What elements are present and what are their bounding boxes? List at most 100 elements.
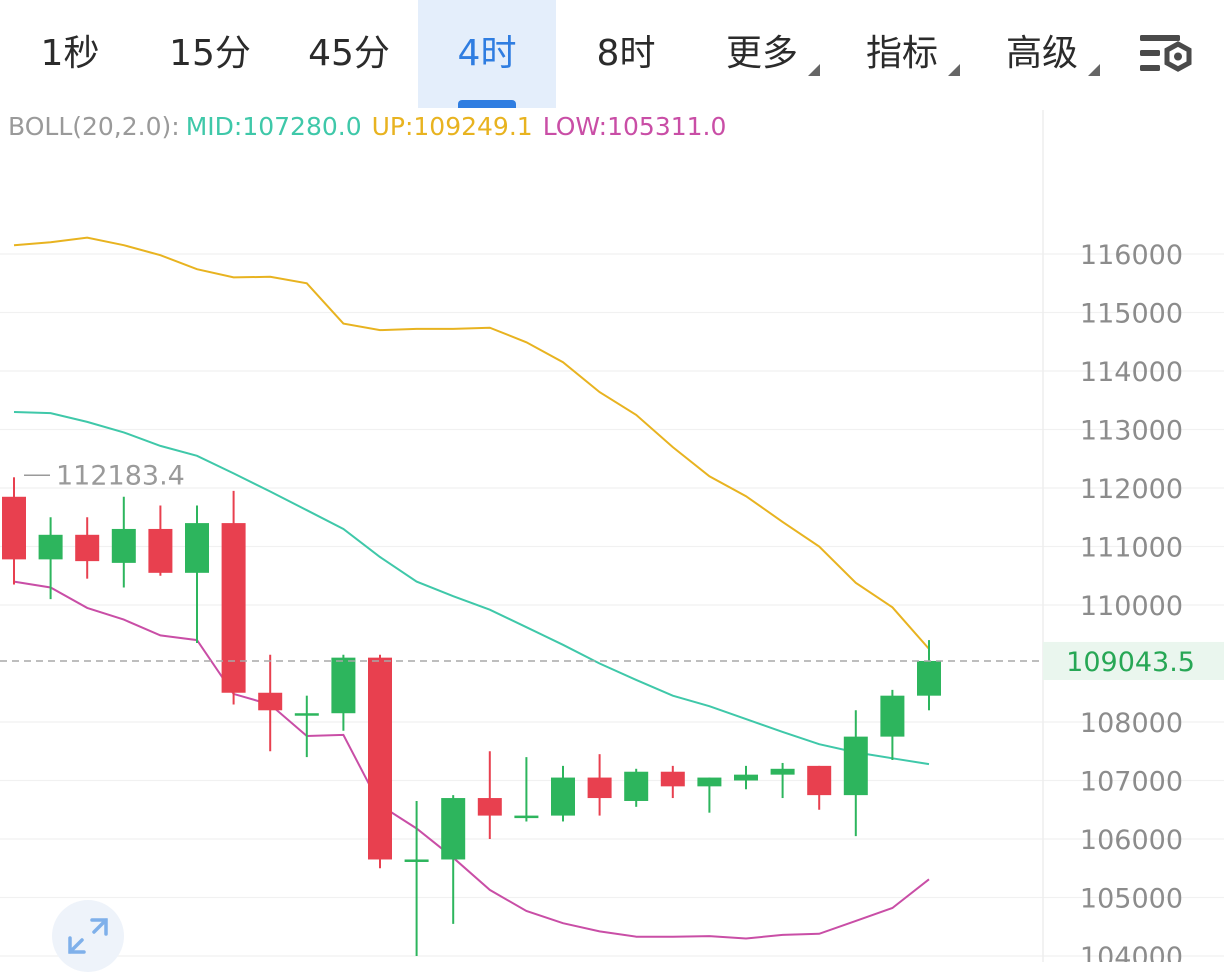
candle [843,710,868,837]
dropdown-corner-icon [808,64,820,76]
candle-body [404,859,429,862]
tab-label: 4时 [457,33,517,74]
candle [917,640,941,711]
y-tick-label: 107000 [1080,767,1183,798]
tab-indicators-dropdown[interactable]: 指标 [836,0,968,108]
candle-body [843,736,868,796]
candle-body [331,657,356,714]
candle [734,765,758,790]
current-price-label: 109043.5 [1066,647,1195,678]
candle [807,765,832,810]
tab-advanced-dropdown[interactable]: 高级 [976,0,1108,108]
current-price-badge [1043,641,1224,680]
candle-body [514,815,539,819]
candlestick-chart[interactable]: 116000 115000 114000 113000 112000 111000 1100… [0,110,1224,962]
dropdown-corner-icon [1088,64,1100,76]
candle [368,654,392,869]
high-price-label: 112183.4 [56,460,185,491]
candle-body [294,713,319,716]
boll-indicator-legend: BOLL(20,2.0): MID:107280.0 UP:109249.1 LOW:… [8,112,736,141]
y-axis: 116000 115000 114000 113000 112000 111000 1100… [1042,110,1183,962]
y-tick-label: 116000 [1080,240,1183,271]
current-price: 109043.5 [0,641,1224,680]
boll-name: BOLL(20,2.0): [8,112,180,141]
boll-upper-line [13,236,930,650]
y-tick-label: 104000 [1080,942,1183,962]
tab-15m[interactable]: 15分 [140,0,280,108]
candle-body [2,496,26,560]
candle [587,754,612,816]
boll-mid-line [13,411,930,766]
boll-mid-value: MID:107280.0 [185,112,362,141]
candle-body [441,798,466,860]
active-tab-indicator [458,100,516,108]
fullscreen-expand-icon[interactable] [52,900,124,972]
boll-upper-value: UP:109249.1 [371,112,533,141]
tab-label: 指标 [865,33,938,74]
candle [404,800,429,956]
tab-more-dropdown[interactable]: 更多 [696,0,828,108]
y-tick-label: 115000 [1080,299,1183,330]
candle [441,795,466,924]
candle [660,765,685,799]
y-tick-label: 106000 [1080,825,1183,856]
candle [111,496,136,588]
candle [294,695,319,758]
tab-45m[interactable]: 45分 [280,0,418,108]
boll-lower-value: LOW:105311.0 [542,112,727,141]
candles [2,477,941,956]
candle [258,654,283,752]
candle-body [734,774,758,781]
tab-label: 高级 [1005,33,1078,74]
candle-body [697,777,722,787]
dropdown-corner-icon [948,64,960,76]
y-tick-label: 112000 [1080,474,1183,505]
candle-body [75,534,100,562]
tab-label: 8时 [596,33,656,74]
candle-body [660,771,685,787]
candle [697,777,722,813]
timeframe-tabbar: 1秒 15分 45分 4时 8时 更多 指标 高级 [0,0,1224,108]
tab-label: 更多 [725,33,798,74]
tab-label: 45分 [308,33,390,74]
chart-settings-icon[interactable] [1138,32,1194,76]
tab-label: 15分 [169,33,251,74]
candle-body [477,798,502,816]
candle [221,490,246,705]
candle [331,654,356,731]
y-tick-label: 111000 [1080,533,1183,564]
candle-body [551,777,575,816]
candle-body [221,523,246,693]
candle [38,517,63,600]
candle-body [38,534,63,560]
candle-body [880,695,905,737]
candle [514,757,539,822]
y-tick-label: 114000 [1080,357,1183,388]
tab-1s[interactable]: 1秒 [0,0,140,108]
candle [148,505,173,576]
candle [2,477,26,585]
candle-body [624,771,649,801]
candle-body [770,768,795,775]
candle-body [185,523,209,573]
candle-body [917,660,941,696]
candle-body [368,657,392,860]
candle-body [587,777,612,799]
candle [551,765,575,822]
y-tick-label: 105000 [1080,884,1183,915]
candle-body [148,528,173,573]
candle [880,689,905,761]
gridlines [0,253,1224,957]
tab-label: 1秒 [40,33,100,74]
y-tick-label: 113000 [1080,416,1183,447]
candle [75,517,100,579]
candle [477,751,502,839]
tab-4h[interactable]: 4时 [418,0,556,108]
candle-body [258,692,283,711]
candle-body [111,528,136,563]
candle [185,505,209,644]
y-tick-label: 110000 [1080,591,1183,622]
tab-8h[interactable]: 8时 [556,0,696,108]
candle [624,768,649,807]
y-tick-label: 108000 [1080,708,1183,739]
